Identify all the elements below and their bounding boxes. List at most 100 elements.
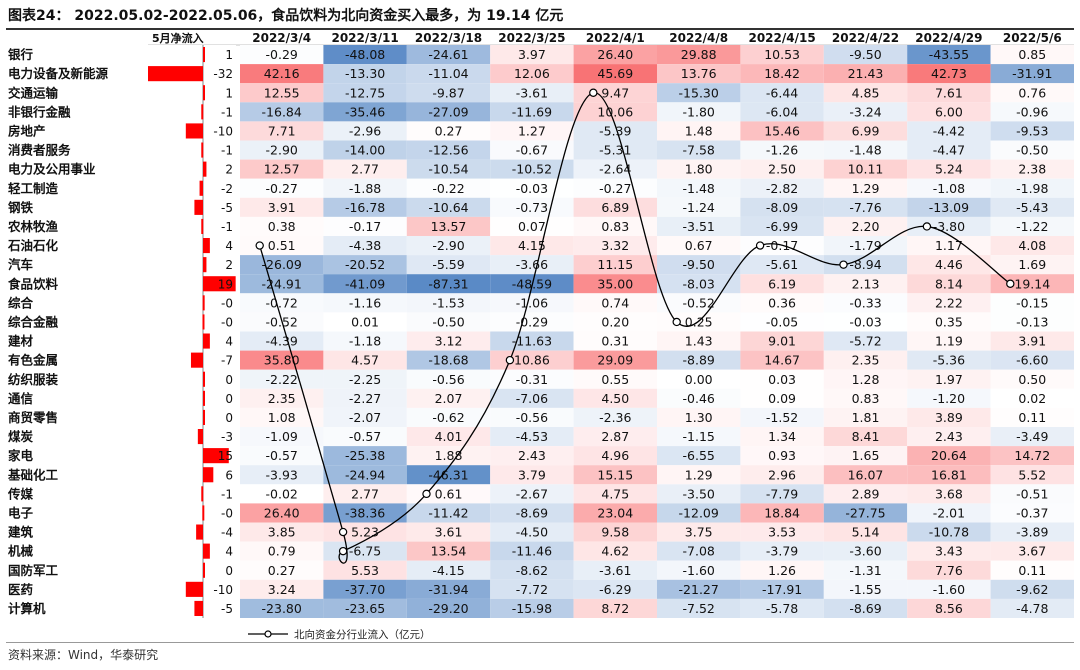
line-marker	[505, 355, 515, 365]
row-label: 食品饮料	[7, 276, 59, 291]
cell-value: -7.08	[683, 544, 715, 559]
heatmap-cell	[323, 369, 407, 389]
heatmap-cell	[490, 64, 574, 84]
heatmap-cell	[740, 407, 824, 427]
cell-value: 0.76	[1018, 85, 1046, 100]
heatmap-cell	[323, 293, 407, 313]
cell-value: 0.27	[435, 123, 463, 138]
cell-value: 2.20	[852, 219, 880, 234]
cell-value: 0.27	[268, 563, 296, 578]
cell-value: -11.46	[512, 544, 552, 559]
cell-value: 18.84	[764, 505, 800, 520]
cell-value: -9.87	[432, 85, 464, 100]
heatmap-cell	[323, 427, 407, 447]
heatmap-cell	[406, 64, 491, 84]
column-header: 2022/4/29	[915, 31, 982, 45]
heatmap-cell	[323, 579, 407, 599]
cell-value: -10.54	[428, 162, 468, 177]
heatmap-cell	[323, 484, 407, 504]
net-inflow-bar	[194, 600, 203, 616]
cell-value: -0.62	[432, 410, 464, 425]
cell-value: 4.96	[601, 448, 629, 463]
heatmap-cell	[490, 465, 574, 485]
legend-label: 北向资金分行业流入（亿元）	[294, 628, 431, 641]
heatmap-cell	[406, 465, 491, 485]
line-marker	[922, 222, 932, 231]
cell-value: -1.52	[766, 410, 798, 425]
cell-value: -14.00	[345, 143, 385, 158]
net-inflow-bar	[185, 581, 203, 597]
heatmap-cell	[240, 331, 324, 351]
cell-value: 2.96	[768, 467, 796, 482]
cell-value: 2.13	[852, 276, 880, 291]
cell-value: -9.53	[1016, 123, 1048, 138]
cell-value: 12.06	[514, 66, 550, 81]
cell-value: -0.73	[516, 200, 548, 215]
cell-value: -1.09	[266, 429, 298, 444]
cell-value: 2.77	[351, 162, 379, 177]
cell-value: -1.80	[683, 104, 715, 119]
cell-value: 2.77	[351, 486, 379, 501]
cell-value: -17.91	[762, 582, 802, 597]
heatmap-cell	[573, 331, 657, 351]
heatmap-cell	[740, 159, 824, 179]
cell-value: 3.89	[935, 410, 963, 425]
heatmap-cell	[823, 465, 908, 485]
heatmap-cell	[406, 45, 491, 65]
heatmap-cell	[240, 503, 324, 523]
cell-value: -23.80	[262, 601, 302, 616]
heatmap-cell	[323, 121, 407, 141]
heatmap-cell	[240, 178, 324, 198]
cell-value: -4.38	[349, 238, 381, 253]
heatmap-cell	[240, 216, 324, 236]
heatmap-cell	[907, 64, 991, 84]
cell-value: -7.79	[766, 486, 798, 501]
heatmap-cell	[990, 503, 1074, 523]
cell-value: 2.50	[768, 162, 796, 177]
row-label: 电力及公用事业	[8, 162, 96, 177]
heatmap-cell	[490, 503, 574, 523]
cell-value: -3.51	[683, 219, 715, 234]
line-marker	[422, 489, 431, 499]
cell-value: -6.60	[1016, 353, 1048, 368]
heatmap-cell	[907, 102, 991, 122]
cell-value: 1.28	[852, 372, 880, 387]
cell-value: -46.31	[428, 467, 468, 482]
net-inflow-bar	[203, 409, 205, 425]
heatmap-cell	[907, 503, 991, 523]
heatmap-cell	[490, 102, 574, 122]
heatmap-cell	[990, 178, 1074, 198]
net-inflow-bar	[203, 161, 207, 177]
cell-value: 35.80	[264, 353, 300, 368]
net-inflow-bar	[203, 467, 214, 483]
cell-value: -6.55	[683, 448, 715, 463]
cell-value: -24.61	[428, 47, 468, 62]
cell-value: 1.29	[685, 467, 713, 482]
cell-value: -2.07	[349, 410, 381, 425]
cell-value: -2.96	[349, 123, 381, 138]
heatmap-cell	[573, 350, 657, 370]
heatmap-cell	[406, 255, 491, 275]
heatmap-cell	[490, 579, 574, 599]
heatmap-cell	[740, 312, 824, 332]
heatmap-cell	[573, 255, 657, 275]
cell-value: -11.63	[512, 334, 552, 349]
cell-value: 0.35	[935, 314, 963, 329]
heatmap-cell	[823, 427, 908, 447]
heatmap-cell	[990, 121, 1074, 141]
cell-value: -11.04	[428, 66, 468, 81]
heatmap-cell	[240, 293, 324, 313]
heatmap-cell	[990, 369, 1074, 389]
cell-value: -5.72	[849, 334, 881, 349]
heatmap-cell	[406, 216, 491, 236]
net-inflow-value: -3	[221, 430, 233, 444]
heatmap-cell	[990, 293, 1074, 313]
cell-value: 26.40	[264, 505, 300, 520]
heatmap-cell	[240, 350, 324, 370]
heatmap-cell	[240, 407, 324, 427]
heatmap-cell	[740, 465, 824, 485]
cell-value: -24.94	[345, 467, 385, 482]
cell-value: 4.62	[601, 544, 629, 559]
cell-value: 3.43	[935, 544, 963, 559]
cell-value: 15.46	[764, 123, 800, 138]
